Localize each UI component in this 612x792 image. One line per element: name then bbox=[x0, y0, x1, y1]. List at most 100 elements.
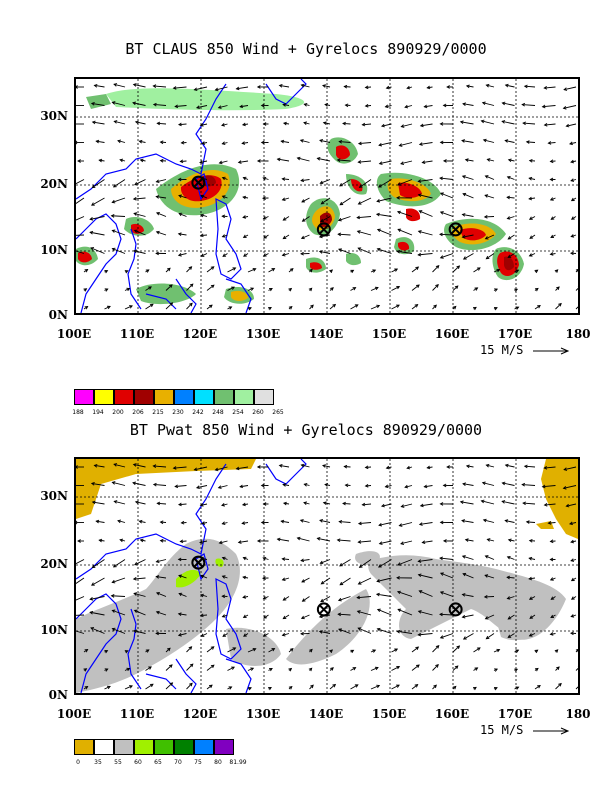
bottom-wind-arrowhead bbox=[570, 558, 575, 562]
bottom-wind-arrowhead bbox=[76, 465, 78, 469]
top-wind-arrowhead bbox=[339, 183, 343, 187]
top-wind-arrowhead bbox=[199, 160, 204, 164]
bottom-wind-arrowhead bbox=[474, 667, 479, 671]
bottom-wind-arrow bbox=[113, 463, 126, 468]
top-wind-arrow bbox=[173, 86, 187, 89]
bottom-wind-arrow bbox=[319, 631, 331, 634]
bottom-wind-arrowhead bbox=[289, 648, 294, 652]
top-wind-arrowhead bbox=[281, 177, 286, 181]
top-wind-arrow bbox=[404, 105, 413, 108]
top-wind-arrow bbox=[358, 160, 372, 163]
bottom-wind-arrow bbox=[114, 500, 126, 505]
top-wind-arrowhead bbox=[155, 195, 160, 199]
bottom-wind-arrowhead bbox=[84, 649, 89, 653]
bottom-wind-arrowhead bbox=[485, 635, 490, 640]
bottom-wind-arrow bbox=[92, 501, 105, 505]
bottom-lon-label-110e: 110E bbox=[119, 707, 155, 721]
top-wind-arrow bbox=[215, 86, 228, 91]
top-wind-arrow bbox=[178, 233, 187, 236]
bottom-wind-arrowhead bbox=[262, 576, 266, 580]
bottom-wind-arrowhead bbox=[90, 582, 95, 586]
top-wind-arrow bbox=[507, 196, 515, 199]
top-wind-arrow bbox=[300, 139, 310, 143]
top-wind-arrow bbox=[104, 306, 111, 310]
bottom-wind-arrowhead bbox=[515, 649, 520, 653]
top-wind-arrow bbox=[505, 84, 515, 88]
top-legend-label: 230 bbox=[172, 409, 184, 416]
bottom-map-canvas bbox=[76, 459, 578, 693]
bottom-wind-arrowhead bbox=[549, 632, 554, 636]
bottom-wind-arrow bbox=[575, 686, 578, 690]
top-wind-arrowhead bbox=[243, 253, 247, 257]
top-wind-arrowhead bbox=[543, 86, 548, 90]
bottom-wind-arrowhead bbox=[426, 465, 431, 470]
top-wind-arrowhead bbox=[262, 122, 267, 126]
bottom-lon-label-120e: 120E bbox=[182, 707, 218, 721]
bottom-wind-arrow bbox=[300, 519, 310, 523]
bottom-wind-arrow bbox=[529, 633, 536, 637]
bottom-wind-arrow bbox=[178, 575, 187, 579]
bottom-wind-arrow bbox=[281, 520, 290, 523]
bottom-wind-arrowhead bbox=[199, 503, 204, 507]
top-wind-arrowhead bbox=[439, 192, 444, 196]
top-wind-arrow bbox=[485, 175, 495, 180]
top-wind-arrow bbox=[301, 84, 310, 88]
bottom-wind-arrowhead bbox=[303, 501, 308, 505]
bottom-wind-arrowhead bbox=[300, 558, 305, 563]
top-wind-arrow bbox=[117, 140, 126, 143]
top-wind-arrowhead bbox=[414, 304, 419, 308]
bottom-wind-arrow bbox=[76, 559, 85, 565]
bottom-wind-arrow bbox=[134, 559, 146, 566]
bottom-wind-arrowhead bbox=[339, 563, 343, 567]
top-wind-arrow bbox=[199, 160, 208, 163]
top-wind-arrow bbox=[452, 265, 460, 273]
top-wind-arrow bbox=[378, 179, 392, 188]
bottom-wind-arrowhead bbox=[159, 538, 164, 543]
bottom-wind-arrowhead bbox=[221, 614, 226, 618]
top-wind-arrowhead bbox=[485, 83, 490, 88]
bottom-wind-arrowhead bbox=[459, 500, 464, 505]
bottom-wind-arrow bbox=[473, 647, 481, 653]
top-wind-arrowhead bbox=[91, 184, 96, 189]
bottom-wind-arrow bbox=[379, 540, 392, 545]
bottom-wind-arrowhead bbox=[504, 519, 509, 523]
top-wind-arrowhead bbox=[357, 160, 362, 164]
bottom-wind-arrowhead bbox=[442, 483, 447, 488]
bottom-scale-label: 15 M/S bbox=[480, 723, 524, 737]
top-wind-arrowhead bbox=[256, 85, 261, 89]
bottom-wind-arrow bbox=[502, 482, 515, 486]
bottom-wind-arrowhead bbox=[155, 610, 160, 615]
bottom-wind-arrowhead bbox=[483, 594, 488, 599]
top-wind-arrowhead bbox=[111, 247, 116, 252]
top-wind-arrow bbox=[200, 123, 208, 126]
top-wind-arrowhead bbox=[133, 229, 138, 234]
bottom-wind-arrow bbox=[411, 646, 419, 653]
bottom-wind-arrow bbox=[96, 520, 105, 523]
bottom-wind-arrowhead bbox=[484, 574, 489, 578]
bottom-wind-arrow bbox=[440, 633, 454, 639]
bottom-wind-arrowhead bbox=[155, 631, 160, 636]
top-wind-arrow bbox=[134, 229, 146, 236]
bottom-wind-arrowhead bbox=[501, 481, 506, 486]
bottom-wind-arrow bbox=[156, 592, 167, 597]
bottom-wind-arrowhead bbox=[319, 560, 324, 565]
top-wind-arrowhead bbox=[93, 83, 98, 88]
bottom-lat-label-20n: 20N bbox=[40, 557, 68, 571]
bottom-wind-arrowhead bbox=[549, 557, 554, 562]
top-wind-arrow bbox=[440, 211, 454, 217]
top-wind-arrow bbox=[201, 195, 208, 199]
top-wind-arrowhead bbox=[319, 139, 323, 143]
bottom-wind-arrowhead bbox=[357, 540, 362, 544]
top-wind-arrowhead bbox=[404, 104, 409, 109]
top-wind-arrow bbox=[337, 159, 351, 162]
top-wind-arrow bbox=[227, 286, 235, 291]
top-wind-arrow bbox=[357, 230, 372, 236]
bottom-wind-arrow bbox=[461, 520, 474, 523]
top-wind-arrowhead bbox=[534, 269, 539, 274]
top-wind-arrow bbox=[111, 215, 126, 217]
bottom-wind-arrowhead bbox=[113, 463, 118, 467]
bottom-wind-arrowhead bbox=[262, 502, 267, 506]
bottom-coastlines bbox=[76, 459, 307, 693]
bottom-wind-arrowhead bbox=[496, 648, 501, 653]
bottom-wind-arrowhead bbox=[461, 519, 465, 523]
